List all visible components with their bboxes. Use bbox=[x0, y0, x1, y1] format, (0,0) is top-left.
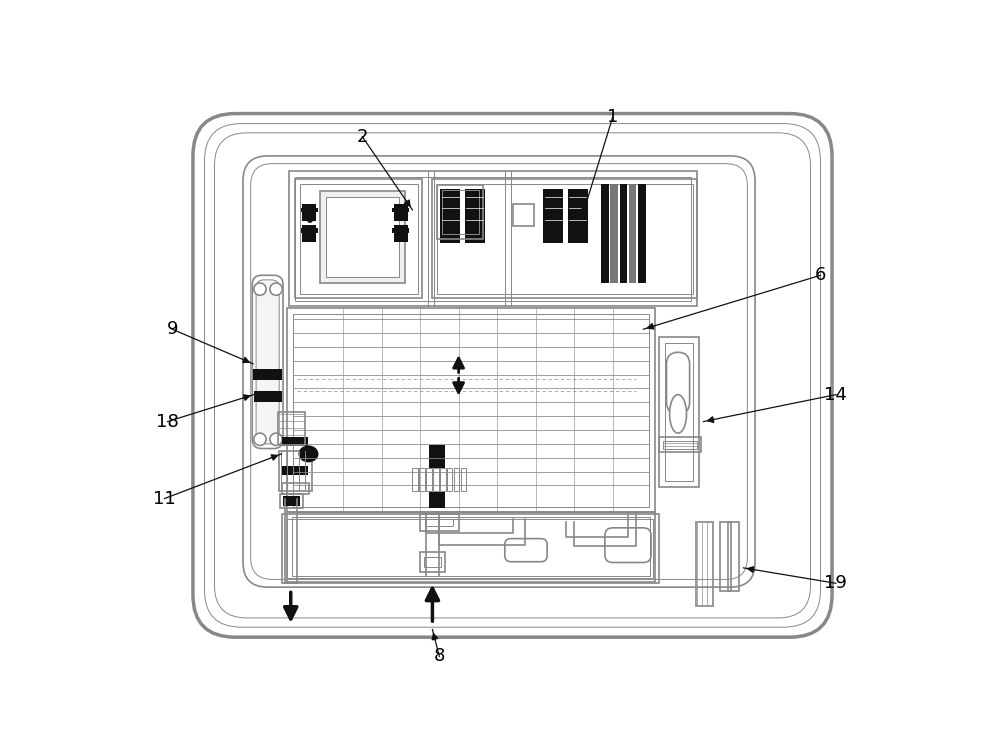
Bar bbox=[282, 437, 308, 446]
Bar bbox=[282, 466, 308, 476]
Bar bbox=[282, 514, 659, 584]
Bar bbox=[302, 225, 316, 242]
Bar bbox=[440, 467, 446, 491]
Bar bbox=[287, 520, 653, 578]
Bar bbox=[728, 522, 739, 591]
Bar bbox=[433, 467, 439, 491]
Bar bbox=[254, 391, 282, 402]
Bar bbox=[610, 185, 618, 283]
Bar bbox=[392, 207, 394, 212]
Circle shape bbox=[270, 283, 282, 296]
Bar bbox=[253, 369, 282, 380]
Bar bbox=[425, 519, 453, 526]
Bar bbox=[426, 467, 432, 491]
Text: 11: 11 bbox=[153, 489, 176, 507]
Bar bbox=[408, 228, 409, 233]
Bar bbox=[300, 184, 418, 294]
Bar bbox=[447, 467, 452, 491]
Bar bbox=[629, 185, 636, 283]
Bar bbox=[424, 557, 441, 567]
Bar bbox=[420, 553, 445, 572]
Text: 19: 19 bbox=[824, 575, 847, 593]
Bar bbox=[289, 171, 697, 306]
Text: 18: 18 bbox=[156, 412, 179, 431]
Bar bbox=[279, 451, 312, 491]
Bar bbox=[301, 228, 302, 233]
Circle shape bbox=[307, 216, 313, 223]
Bar bbox=[295, 179, 422, 299]
Circle shape bbox=[254, 283, 266, 296]
Bar bbox=[720, 522, 731, 591]
Bar bbox=[437, 185, 483, 239]
Bar bbox=[461, 467, 466, 491]
Bar bbox=[638, 185, 646, 283]
Text: 14: 14 bbox=[824, 385, 847, 403]
Bar bbox=[302, 204, 316, 222]
Bar bbox=[392, 228, 394, 233]
Bar bbox=[292, 517, 650, 575]
Bar bbox=[665, 343, 693, 481]
Bar bbox=[295, 176, 691, 301]
Bar bbox=[326, 197, 399, 277]
Bar bbox=[601, 185, 609, 283]
Bar bbox=[659, 437, 701, 452]
FancyBboxPatch shape bbox=[256, 280, 279, 444]
Bar bbox=[620, 185, 627, 283]
Bar bbox=[287, 308, 655, 513]
Text: 9: 9 bbox=[166, 320, 178, 339]
Bar bbox=[568, 189, 588, 243]
Bar bbox=[663, 441, 697, 449]
Bar bbox=[287, 513, 655, 582]
Bar bbox=[696, 522, 713, 606]
Bar bbox=[429, 445, 445, 467]
Text: 6: 6 bbox=[815, 266, 826, 284]
Bar bbox=[454, 467, 459, 491]
Circle shape bbox=[254, 433, 266, 446]
Bar bbox=[419, 467, 425, 491]
FancyBboxPatch shape bbox=[193, 114, 832, 637]
Bar bbox=[465, 189, 485, 243]
Ellipse shape bbox=[670, 394, 687, 433]
Bar bbox=[283, 496, 300, 505]
FancyBboxPatch shape bbox=[252, 275, 283, 449]
Bar bbox=[280, 494, 303, 508]
Bar bbox=[320, 191, 405, 283]
Bar bbox=[394, 204, 408, 222]
Bar bbox=[278, 412, 305, 445]
Text: 1: 1 bbox=[607, 109, 618, 127]
Bar bbox=[301, 207, 302, 212]
Bar bbox=[420, 514, 459, 531]
Bar bbox=[437, 184, 693, 294]
Bar bbox=[512, 204, 534, 226]
Bar bbox=[543, 189, 563, 243]
Bar bbox=[432, 179, 697, 299]
Bar bbox=[429, 492, 445, 508]
Ellipse shape bbox=[298, 446, 318, 462]
Bar bbox=[659, 337, 699, 487]
Bar bbox=[316, 228, 318, 233]
Bar bbox=[293, 314, 649, 507]
Bar bbox=[408, 207, 409, 212]
Bar bbox=[316, 207, 318, 212]
Text: 8: 8 bbox=[434, 648, 445, 666]
Circle shape bbox=[270, 433, 282, 446]
Bar bbox=[442, 190, 479, 234]
Bar bbox=[394, 225, 408, 242]
Bar bbox=[412, 467, 418, 491]
Bar bbox=[282, 483, 309, 494]
Text: 2: 2 bbox=[357, 127, 368, 146]
Circle shape bbox=[399, 209, 405, 215]
Bar bbox=[440, 189, 460, 243]
